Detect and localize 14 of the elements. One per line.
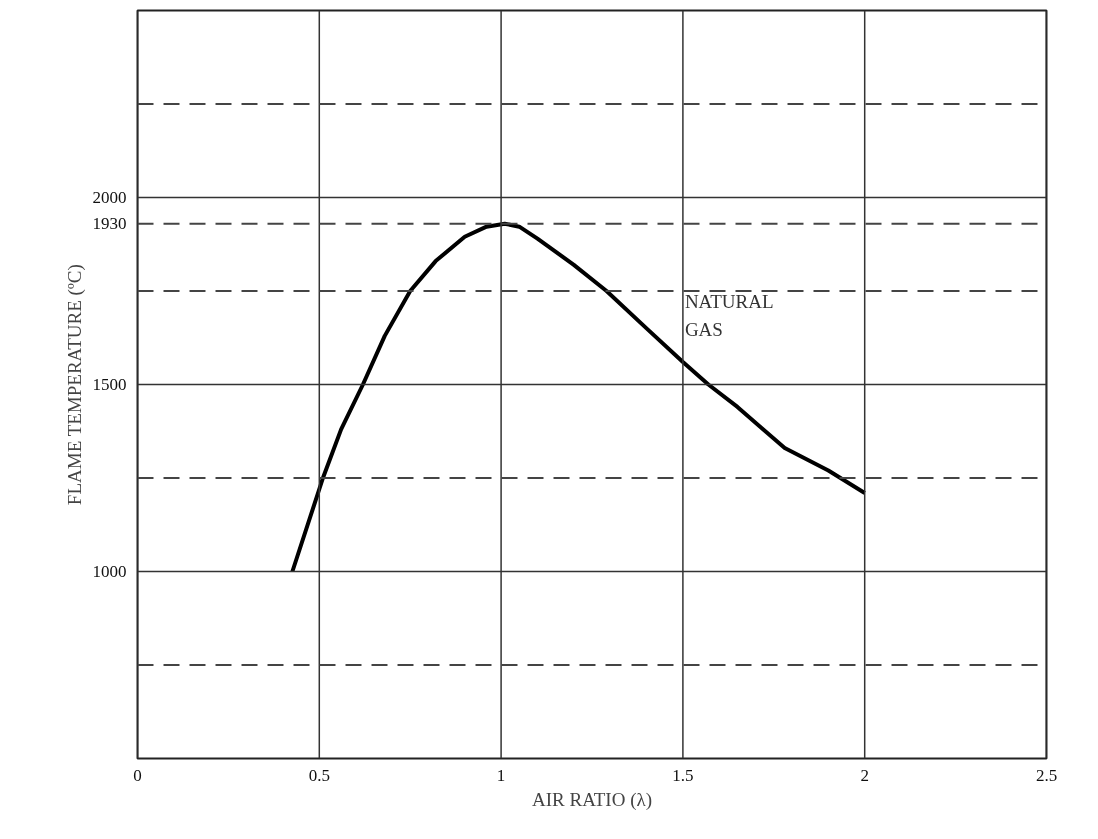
y-tick-label: 2000 [92,188,127,207]
y-axis-title: FLAME TEMPERATURE (ºC) [63,264,86,506]
x-tick-label: 0.5 [308,765,330,785]
y-tick-label: 1000 [92,562,127,581]
line-series [290,221,867,574]
x-tick-label: 2.5 [1035,765,1058,785]
series-label: NATURAL GAS [684,291,774,341]
y-tick-label: 1930 [92,214,127,234]
x-tick-label: 1 [496,765,506,785]
y-tick-label: 1500 [92,375,127,394]
x-tick-label: 0 [133,765,142,785]
x-axis-title: AIR RATIO (λ) [531,788,653,811]
x-tick-label: 2 [860,765,869,785]
x-tick-label: 1.5 [672,765,694,785]
